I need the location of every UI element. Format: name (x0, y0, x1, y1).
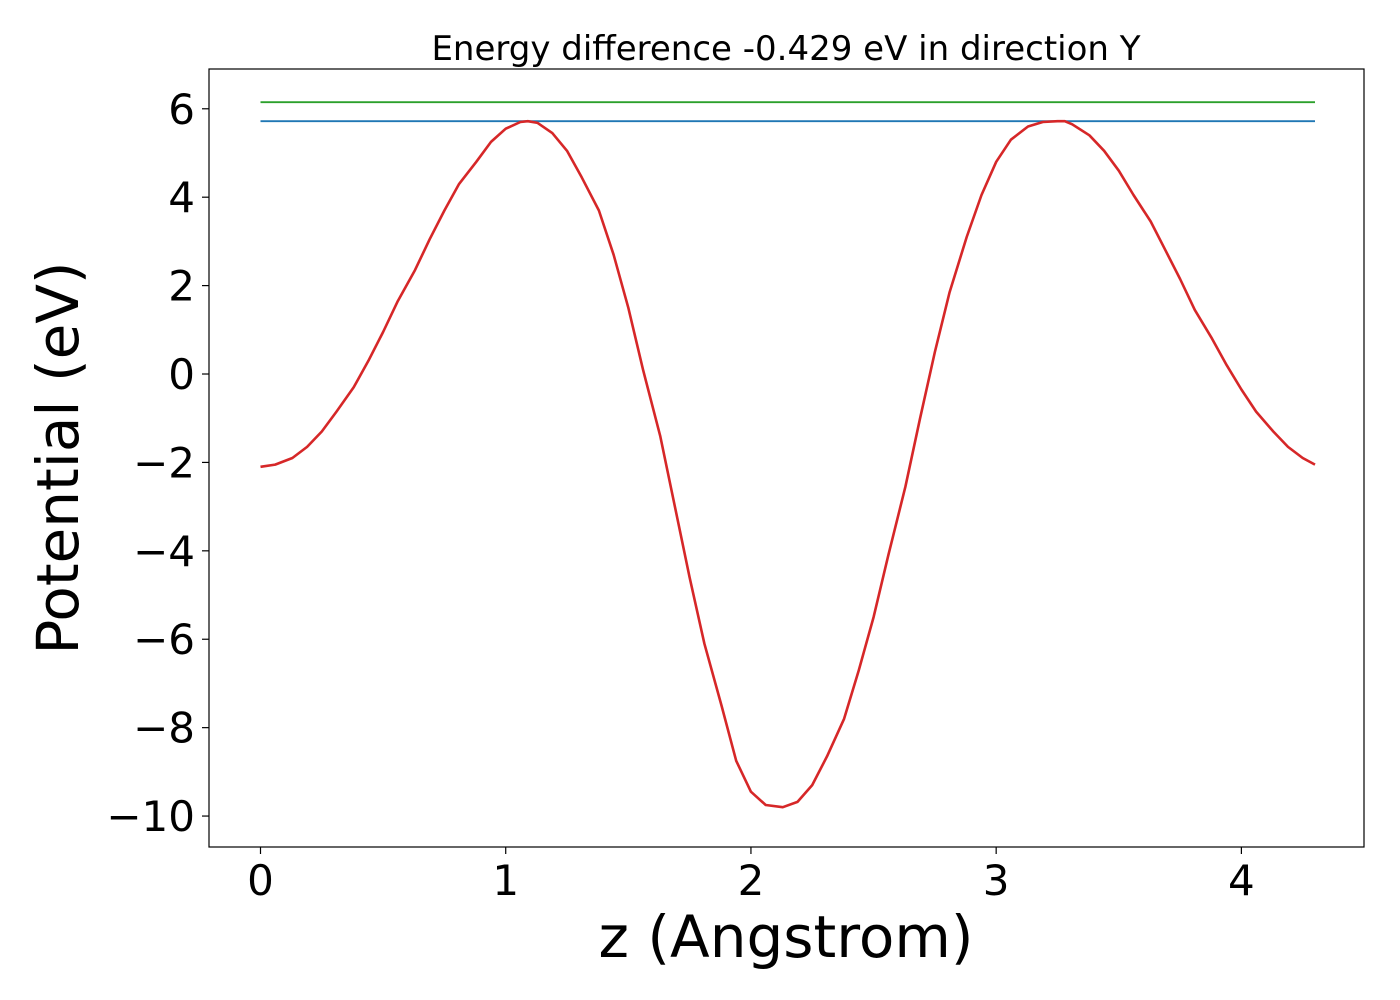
y-tick-label: −4 (133, 527, 195, 576)
series-line-2 (260, 119, 1316, 809)
x-tick-label: 2 (738, 856, 765, 905)
x-tick-label: 1 (492, 856, 519, 905)
y-tick-label: 2 (168, 262, 195, 311)
y-axis-label: Potential (eV) (24, 261, 92, 654)
x-axis: 0 1 2 3 4 (247, 847, 1255, 905)
plot-frame (208, 68, 1365, 848)
y-tick-label: 4 (168, 173, 195, 222)
chart-title: Energy difference -0.429 eV in direction… (431, 29, 1140, 69)
x-tick-label: 3 (983, 856, 1010, 905)
y-tick-label: −6 (133, 615, 195, 664)
series-layer (260, 101, 1316, 809)
x-axis-label: z (Angstrom) (599, 903, 974, 971)
y-tick-label: −2 (133, 438, 195, 487)
x-tick-label: 4 (1228, 856, 1255, 905)
y-tick-label: −10 (106, 792, 195, 841)
y-tick-label: −8 (133, 704, 195, 753)
y-tick-label: 0 (168, 350, 195, 399)
y-axis: 6 4 2 0 −2 −4 −6 −8 −10 (106, 85, 209, 841)
x-tick-label: 0 (247, 856, 274, 905)
y-tick-label: 6 (168, 85, 195, 134)
